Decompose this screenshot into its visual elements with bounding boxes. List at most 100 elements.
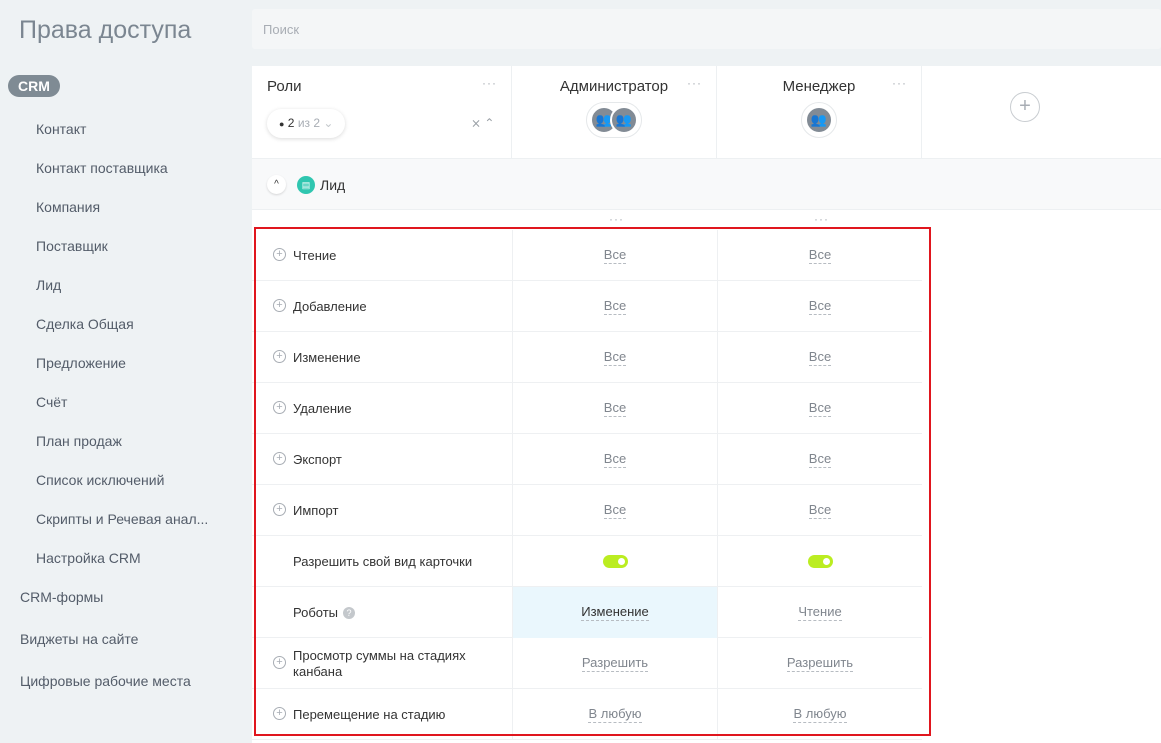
sidebar-item[interactable]: Счёт (36, 394, 68, 410)
permission-value[interactable]: Все (808, 400, 832, 417)
sidebar-item[interactable]: Сделка Общая (36, 316, 134, 332)
sidebar-item[interactable]: Список исключений (36, 472, 165, 488)
sidebar-item[interactable]: Компания (36, 199, 101, 215)
permission-row: + Изменение Все Все (252, 332, 922, 383)
toggle-switch[interactable] (602, 555, 628, 568)
help-icon[interactable]: ? (343, 606, 356, 619)
permission-cell[interactable]: Все (512, 383, 717, 434)
permission-label-text: Перемещение на стадию (293, 706, 446, 722)
permission-cell[interactable]: Все (512, 230, 717, 281)
permission-value[interactable]: Все (808, 247, 832, 264)
permission-cell[interactable]: Все (717, 434, 922, 485)
permission-row: + Экспорт Все Все (252, 434, 922, 485)
permission-label-text: Чтение (293, 247, 337, 263)
permission-label-text: Импорт (293, 502, 339, 518)
role-members-avatars[interactable]: 👥 👥 (586, 102, 642, 138)
permission-value[interactable]: Изменение (581, 604, 649, 621)
permission-label: Импорт (293, 485, 503, 536)
user-group-icon: 👥 (610, 106, 638, 134)
permission-cell[interactable]: Все (512, 332, 717, 383)
permission-row: + Добавление Все Все (252, 281, 922, 332)
permission-value[interactable]: Все (808, 502, 832, 519)
expand-plus-icon[interactable]: + (273, 401, 286, 414)
expand-plus-icon[interactable]: + (273, 452, 286, 465)
sidebar-top-item[interactable]: Виджеты на сайте (20, 631, 139, 647)
permission-value[interactable]: Все (808, 298, 832, 315)
permission-cell[interactable]: Изменение (512, 587, 717, 638)
expand-plus-icon[interactable]: + (273, 248, 286, 261)
expand-plus-icon[interactable]: + (273, 656, 286, 669)
sidebar-item-crm[interactable]: CRM (8, 75, 60, 97)
permission-value[interactable]: Все (808, 451, 832, 468)
permission-cell[interactable]: Все (717, 383, 922, 434)
permission-value[interactable]: Все (603, 247, 627, 264)
permission-value[interactable]: Все (808, 349, 832, 366)
permission-label: Перемещение на стадию (293, 689, 503, 740)
permission-value[interactable]: Разрешить (581, 655, 649, 672)
permission-label: Удаление (293, 383, 503, 434)
sidebar-top-item[interactable]: Цифровые рабочие места (20, 673, 191, 689)
permission-value[interactable]: Чтение (798, 604, 842, 621)
permission-label: Изменение (293, 332, 503, 383)
role-column-admin: Администратор ··· 👥 👥 (512, 66, 717, 158)
expand-plus-icon[interactable]: + (273, 707, 286, 720)
permission-value[interactable]: Все (603, 349, 627, 366)
more-icon[interactable]: ··· (482, 76, 497, 90)
sidebar-item[interactable]: Поставщик (36, 238, 108, 254)
permission-cell[interactable]: В любую (512, 689, 717, 740)
permission-cell[interactable]: Разрешить (512, 638, 717, 689)
permission-label-text: Изменение (293, 349, 361, 365)
more-icon[interactable]: ··· (687, 76, 702, 90)
chevron-up-icon[interactable]: ^ (267, 175, 286, 194)
permission-value[interactable]: Все (603, 400, 627, 417)
sidebar-item[interactable]: Контакт поставщика (36, 160, 168, 176)
more-icon[interactable]: ··· (814, 212, 829, 226)
permission-value[interactable]: Все (603, 298, 627, 315)
sidebar-item[interactable]: Контакт (36, 121, 87, 137)
sidebar: Права доступа CRM Контакт Контакт поставщ… (0, 0, 252, 743)
permission-row: Разрешить свой вид карточки (252, 536, 922, 587)
role-members-avatars[interactable]: 👥 (801, 102, 837, 138)
sidebar-item[interactable]: Предложение (36, 355, 126, 371)
search-input[interactable]: Поиск (252, 9, 1161, 49)
permission-value[interactable]: Все (603, 502, 627, 519)
role-name: Менеджер (782, 78, 856, 95)
expand-plus-icon[interactable]: + (273, 503, 286, 516)
add-role-button[interactable]: + (1010, 92, 1040, 122)
permission-cell[interactable]: Чтение (717, 587, 922, 638)
filter-count: 2 (287, 116, 295, 130)
permission-cell[interactable]: Разрешить (717, 638, 922, 689)
role-filter-button[interactable]: ● 2 из 2 ⌄ (267, 109, 345, 138)
collapse-expand-icon[interactable]: ⨯ ⌃ (471, 116, 495, 130)
toggle-switch[interactable] (807, 555, 833, 568)
permission-cell[interactable]: Все (512, 434, 717, 485)
permission-cell[interactable]: Все (717, 485, 922, 536)
more-icon[interactable]: ··· (892, 76, 907, 90)
expand-plus-icon[interactable]: + (273, 350, 286, 363)
eye-icon: ● (279, 119, 285, 129)
permission-cell[interactable] (512, 536, 717, 587)
sidebar-item[interactable]: Скрипты и Речевая анал... (36, 511, 209, 527)
sidebar-item[interactable]: Лид (36, 277, 62, 293)
section-title: Лид (320, 177, 346, 193)
expand-plus-icon[interactable]: + (273, 299, 286, 312)
more-icon[interactable]: ··· (609, 212, 624, 226)
permission-cell[interactable]: В любую (717, 689, 922, 740)
permission-cell[interactable]: Все (717, 332, 922, 383)
sidebar-top-item[interactable]: CRM-формы (20, 589, 104, 605)
permission-cell[interactable]: Все (512, 485, 717, 536)
permission-value[interactable]: В любую (793, 706, 847, 723)
permission-value[interactable]: Все (603, 451, 627, 468)
permission-label: Роботы? (293, 587, 503, 638)
permission-value[interactable]: Разрешить (786, 655, 854, 672)
permission-value[interactable]: В любую (588, 706, 642, 723)
sidebar-item[interactable]: План продаж (36, 433, 122, 449)
section-lead: ^ ▤ Лид (252, 158, 1161, 210)
permission-cell[interactable]: Все (717, 281, 922, 332)
permission-cell[interactable]: Все (512, 281, 717, 332)
permission-cell[interactable] (717, 536, 922, 587)
permission-label: Добавление (293, 281, 503, 332)
permission-cell[interactable]: Все (717, 230, 922, 281)
filter-total: из 2 (297, 116, 321, 130)
sidebar-item[interactable]: Настройка CRM (36, 550, 141, 566)
